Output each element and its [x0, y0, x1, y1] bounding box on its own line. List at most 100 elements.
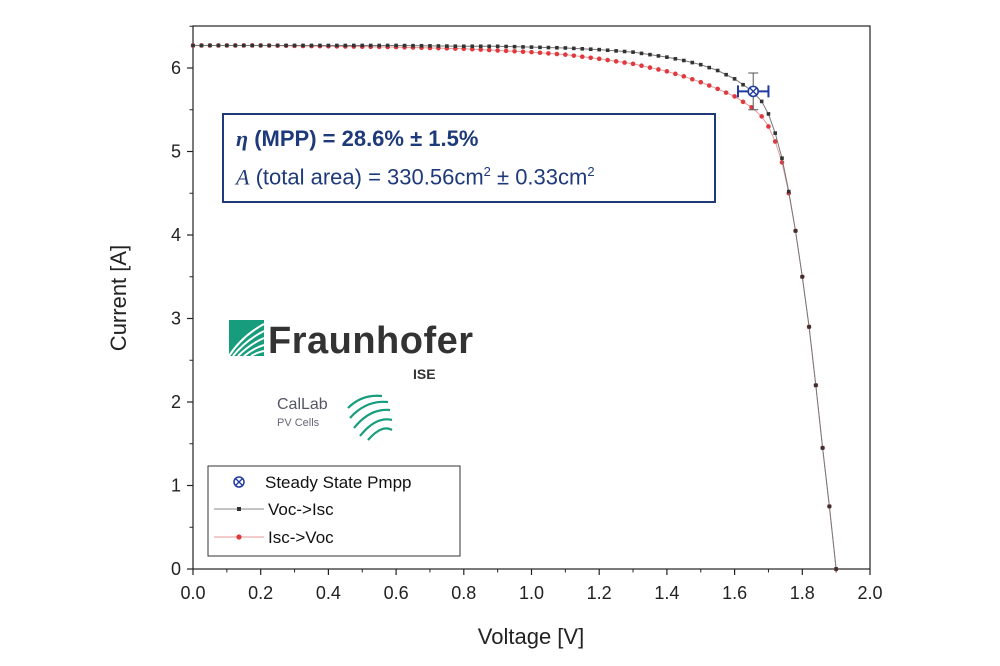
y-tick-label: 1: [171, 476, 181, 496]
point-voc-isc: [487, 44, 491, 49]
y-tick-label: 3: [171, 309, 181, 329]
point-voc-isc: [301, 43, 305, 48]
point-voc-isc: [267, 43, 271, 48]
point-voc-isc: [343, 43, 348, 48]
point-voc-isc: [580, 46, 585, 51]
point-isc-voc: [732, 94, 737, 99]
point-isc-voc: [689, 76, 695, 82]
callab-logo-sub: PV Cells: [277, 417, 320, 429]
callab-logo-text: CalLab: [277, 396, 328, 413]
point-voc-isc: [588, 47, 593, 52]
point-voc-isc: [284, 43, 288, 48]
point-isc-voc: [772, 139, 778, 144]
area-sup-1: 2: [483, 164, 491, 179]
point-isc-voc: [537, 50, 543, 56]
y-tick-label: 2: [171, 392, 181, 412]
point-voc-isc: [597, 47, 601, 52]
point-voc-isc: [208, 43, 212, 48]
mpp-point-group: [736, 72, 770, 111]
point-voc-isc: [741, 82, 745, 87]
point-voc-isc: [445, 44, 449, 48]
point-isc-voc: [613, 59, 619, 64]
fraunhofer-logo-icon: [228, 320, 265, 357]
point-voc-isc: [241, 43, 246, 48]
efficiency-line: η (MPP) = 28.6% ± 1.5%: [236, 123, 702, 155]
point-voc-isc: [419, 43, 424, 48]
fraunhofer-logo-sub: ISE: [413, 366, 436, 382]
point-voc-isc: [555, 45, 559, 50]
point-voc-isc: [673, 57, 678, 61]
point-voc-isc: [786, 189, 791, 194]
x-tick-label: 1.6: [722, 583, 747, 603]
point-isc-voc: [723, 90, 729, 95]
point-voc-isc: [820, 446, 825, 450]
point-voc-isc: [614, 49, 618, 53]
point-voc-isc: [351, 43, 356, 48]
point-isc-voc: [715, 86, 720, 92]
x-tick-label: 2.0: [857, 583, 882, 603]
x-tick-label: 1.4: [654, 583, 679, 603]
legend-entry-voc-isc: Voc->Isc: [214, 500, 334, 519]
point-voc-isc: [377, 43, 381, 48]
area-symbol: A: [236, 164, 250, 190]
point-voc-isc: [258, 43, 263, 48]
fraunhofer-logo-text: Fraunhofer: [268, 320, 474, 362]
point-voc-isc: [335, 43, 339, 48]
point-isc-voc: [546, 51, 551, 56]
point-isc-voc: [673, 71, 678, 77]
point-voc-isc: [546, 45, 551, 50]
point-voc-isc: [724, 72, 728, 77]
point-voc-isc: [698, 62, 703, 67]
point-isc-voc: [571, 53, 577, 58]
x-axis-title: Voltage [V]: [478, 624, 584, 649]
point-isc-voc: [766, 124, 771, 129]
point-isc-voc: [495, 48, 500, 53]
point-isc-voc: [563, 52, 568, 57]
point-voc-isc: [766, 112, 771, 116]
efficiency-text: (MPP) = 28.6% ± 1.5%: [254, 126, 479, 151]
mpp-marker-icon: [233, 476, 245, 488]
area-line: A (total area) = 330.56cm2 ± 0.33cm2: [236, 155, 702, 194]
point-voc-isc: [360, 43, 365, 48]
point-voc-isc: [665, 55, 669, 59]
point-voc-isc: [402, 43, 407, 48]
x-tick-label: 0.0: [180, 583, 205, 603]
point-voc-isc: [631, 50, 635, 54]
point-voc-isc: [529, 45, 534, 49]
point-isc-voc: [630, 61, 636, 67]
x-tick-label: 1.8: [790, 583, 815, 603]
point-voc-isc: [572, 46, 576, 51]
point-voc-isc: [436, 44, 441, 48]
point-isc-voc: [639, 63, 644, 69]
point-voc-isc: [814, 383, 818, 388]
point-isc-voc: [681, 74, 687, 79]
legend-entry-isc-voc: Isc->Voc: [214, 528, 334, 547]
mpp-marker-icon-cross2: [235, 478, 243, 486]
point-isc-voc: [503, 48, 509, 54]
point-voc-isc: [538, 45, 542, 50]
point-voc-isc: [780, 156, 784, 160]
area-text-a: (total area) = 330.56cm: [255, 164, 484, 190]
point-isc-voc: [605, 57, 610, 63]
point-isc-voc: [622, 60, 627, 65]
point-isc-voc: [554, 51, 560, 57]
x-tick-label: 0.4: [316, 583, 341, 603]
point-isc-voc: [579, 54, 585, 60]
point-voc-isc: [512, 44, 517, 49]
point-isc-voc: [740, 99, 746, 105]
point-isc-voc: [706, 83, 712, 88]
x-axis-ticks: 0.0 0.2 0.4 0.6 0.8 1.0 1.2 1.4 1.6 1.8 2.0: [180, 569, 883, 603]
point-voc-isc: [732, 77, 737, 81]
legend: Steady State Pmpp Voc->Isc Isc->Voc: [207, 465, 461, 557]
legend-box: [207, 465, 461, 557]
y-tick-label: 6: [171, 58, 181, 78]
x-tick-label: 0.8: [451, 583, 476, 603]
point-voc-isc: [191, 43, 195, 48]
legend-label-isc-voc: Isc->Voc: [268, 528, 334, 547]
point-voc-isc: [690, 60, 695, 65]
y-tick-label: 5: [171, 142, 181, 162]
point-voc-isc: [834, 567, 838, 571]
point-voc-isc: [656, 54, 661, 58]
point-voc-isc: [563, 46, 568, 50]
